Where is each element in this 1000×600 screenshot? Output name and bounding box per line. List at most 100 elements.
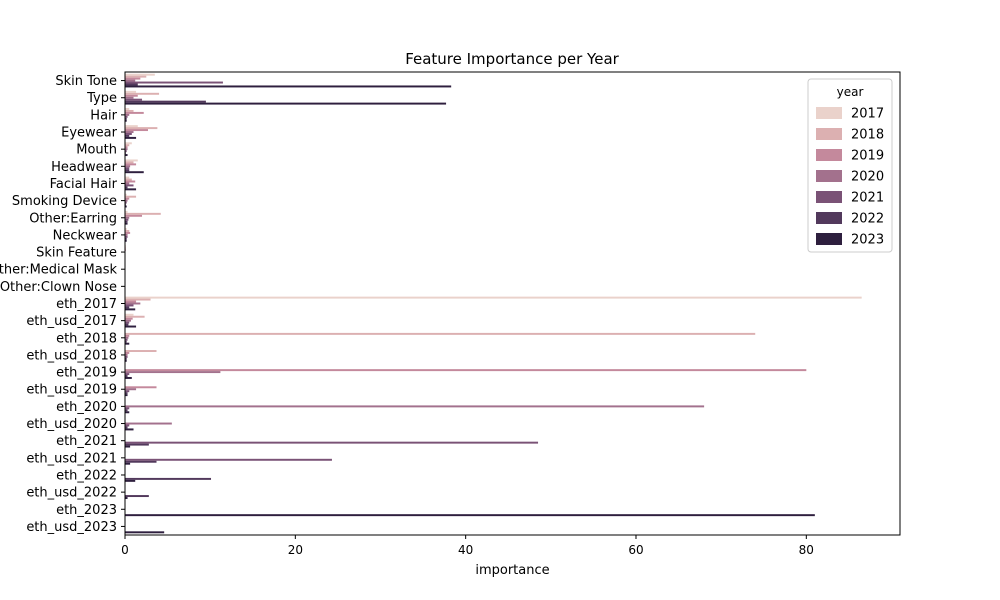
bar-eth-usd-2019-2022 xyxy=(125,392,128,395)
bar-smoking-device-2018 xyxy=(125,195,137,198)
bar-eyewear-2019 xyxy=(125,129,148,132)
bar-headwear-2023 xyxy=(125,171,144,174)
y-tick-label: Skin Tone xyxy=(55,74,117,89)
bar-hair-2018 xyxy=(125,109,134,112)
bar-eth-usd-2017-2020 xyxy=(125,319,131,322)
bar-hair-2021 xyxy=(125,115,128,118)
bar-mouth-2020 xyxy=(125,148,128,151)
bar-mouth-2018 xyxy=(125,144,130,147)
y-axis: Skin Tone Type Hair Eyewear Mouth Headwear Fac… xyxy=(0,74,125,535)
bar-eth-usd-2021-2022 xyxy=(125,460,157,463)
bar-hair-2017 xyxy=(125,108,130,110)
y-tick-label: Mouth xyxy=(76,143,117,158)
bar-eth-2018-2022 xyxy=(125,340,127,343)
bar-facial-hair-2020 xyxy=(125,182,130,185)
bar-neckwear-2019 xyxy=(125,231,131,234)
y-tick-label: Other:Earring xyxy=(29,211,117,226)
bar-eth-usd-2019-2021 xyxy=(125,390,130,393)
bar-hair-2019 xyxy=(125,111,144,114)
bar-skin-tone-2018 xyxy=(125,75,147,78)
legend: year 2017 2018 2019 2020 2021 2022 2023 xyxy=(807,78,893,253)
y-tick-label: eth_usd_2022 xyxy=(26,486,117,501)
legend-swatch-2023 xyxy=(816,233,842,245)
legend-label-2019: 2019 xyxy=(851,149,884,164)
bar-layer xyxy=(125,73,862,534)
bar-eth-2023-2023 xyxy=(125,514,815,517)
bar-hair-2022 xyxy=(125,117,127,120)
bar-smoking-device-2019 xyxy=(125,197,130,200)
bar-type-2017 xyxy=(125,90,137,93)
y-tick-label: eth_2017 xyxy=(56,297,117,312)
y-tick-label: eth_2020 xyxy=(56,400,117,415)
bar-eth-usd-2019-2020 xyxy=(125,388,137,391)
bar-facial-hair-2017 xyxy=(125,176,130,179)
bar-skin-tone-2023 xyxy=(125,85,452,88)
bar-other-earring-2017 xyxy=(125,210,128,213)
bar-eth-2018-2019 xyxy=(125,334,130,337)
bar-eth-2019-2019 xyxy=(125,369,807,372)
bar-neckwear-2023 xyxy=(125,239,127,242)
bar-eth-2017-2023 xyxy=(125,308,136,311)
y-tick-label: Smoking Device xyxy=(12,194,117,209)
bar-mouth-2017 xyxy=(125,142,132,145)
bar-other-earring-2021 xyxy=(125,218,129,221)
bar-eth-usd-2018-2021 xyxy=(125,355,128,358)
bar-eth-2017-2017 xyxy=(125,296,862,299)
bar-hair-2023 xyxy=(125,119,127,122)
bar-headwear-2019 xyxy=(125,163,137,166)
bar-mouth-2023 xyxy=(125,154,128,157)
y-tick-label: eth_usd_2019 xyxy=(26,383,117,398)
bar-neckwear-2017 xyxy=(125,228,127,231)
bar-other-earring-2019 xyxy=(125,214,143,217)
y-tick-label: eth_2022 xyxy=(56,468,117,483)
bar-facial-hair-2018 xyxy=(125,178,132,181)
bar-eth-2018-2020 xyxy=(125,336,129,339)
bar-facial-hair-2022 xyxy=(125,186,128,189)
bar-eth-usd-2020-2020 xyxy=(125,422,172,425)
y-tick-label: eth_usd_2017 xyxy=(26,314,117,329)
bar-eth-usd-2018-2019 xyxy=(125,352,130,354)
bar-mouth-2021 xyxy=(125,150,127,153)
legend-label-2023: 2023 xyxy=(851,233,884,248)
chart-title: Feature Importance per Year xyxy=(405,50,619,68)
x-tick-label: 40 xyxy=(458,543,473,557)
bar-type-2021 xyxy=(125,98,143,101)
bar-hair-2020 xyxy=(125,113,130,116)
y-tick-label: eth_usd_2021 xyxy=(26,451,117,466)
bar-eth-usd-2021-2023 xyxy=(125,462,131,465)
bar-eyewear-2018 xyxy=(125,127,158,130)
bar-eth-usd-2018-2022 xyxy=(125,357,127,360)
legend-swatch-2018 xyxy=(816,128,842,140)
bar-eth-usd-2018-2020 xyxy=(125,353,128,356)
bar-type-2022 xyxy=(125,100,206,103)
y-tick-label: Hair xyxy=(90,108,117,123)
bar-eth-usd-2018-2023 xyxy=(125,359,127,362)
x-tick-label: 80 xyxy=(799,543,814,557)
bar-eth-usd-2019-2019 xyxy=(125,386,157,389)
bar-skin-tone-2021 xyxy=(125,81,223,84)
bar-eyewear-2021 xyxy=(125,133,132,135)
y-tick-label: Facial Hair xyxy=(50,177,118,192)
legend-swatch-2019 xyxy=(816,149,842,161)
bar-eth-2017-2021 xyxy=(125,304,134,307)
bar-smoking-device-2021 xyxy=(125,201,127,204)
y-tick-label: Headwear xyxy=(51,160,118,175)
bar-eth-usd-2022-2023 xyxy=(125,497,128,499)
y-tick-label: eth_usd_2020 xyxy=(26,417,117,432)
bar-other-earring-2018 xyxy=(125,212,161,215)
x-axis-label: importance xyxy=(475,563,549,578)
bar-eth-2020-2023 xyxy=(125,411,130,414)
legend-label-2017: 2017 xyxy=(851,107,884,122)
legend-label-2018: 2018 xyxy=(851,128,884,143)
bar-eth-usd-2017-2017 xyxy=(125,313,134,316)
bar-eyewear-2023 xyxy=(125,136,137,139)
bar-headwear-2018 xyxy=(125,161,134,164)
y-tick-label: eth_2023 xyxy=(56,503,117,518)
bar-eth-2020-2020 xyxy=(125,405,705,408)
legend-title: year xyxy=(837,85,864,99)
bar-eth-usd-2020-2022 xyxy=(125,426,128,429)
bar-eth-usd-2017-2019 xyxy=(125,317,133,320)
legend-box xyxy=(807,78,893,253)
y-tick-label: Skin Feature xyxy=(36,246,117,261)
